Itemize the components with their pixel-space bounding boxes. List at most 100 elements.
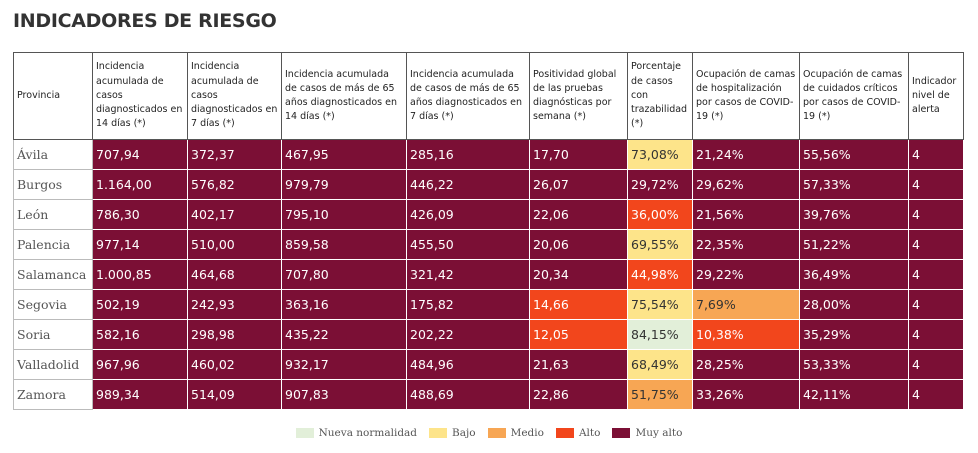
table-row: Burgos 1.164,00 576,82 979,79 446,22 26,07 29,… — [13, 169, 964, 200]
legend-swatch — [429, 428, 448, 438]
value-cell: 582,16 — [92, 319, 188, 350]
province-cell: Burgos — [13, 169, 93, 200]
value-cell: 467,95 — [281, 139, 407, 170]
value-cell: 460,02 — [187, 349, 282, 380]
value-cell: 75,54% — [627, 289, 693, 320]
province-cell: Zamora — [13, 379, 93, 410]
value-cell: 363,16 — [281, 289, 407, 320]
value-cell: 1.164,00 — [92, 169, 188, 200]
value-cell: 175,82 — [406, 289, 530, 320]
table-row: Palencia 977,14 510,00 859,58 455,50 20,06 69,… — [13, 229, 964, 260]
value-cell: 859,58 — [281, 229, 407, 260]
value-cell: 402,17 — [187, 199, 282, 230]
value-cell: 707,94 — [92, 139, 188, 170]
value-cell: 26,07 — [529, 169, 628, 200]
legend-item: Medio — [487, 427, 544, 439]
value-cell: 53,33% — [799, 349, 909, 380]
value-cell: 22,86 — [529, 379, 628, 410]
value-cell: 488,69 — [406, 379, 530, 410]
value-cell: 22,06 — [529, 199, 628, 230]
legend-swatch — [612, 428, 631, 438]
value-cell: 977,14 — [92, 229, 188, 260]
value-cell: 4 — [908, 259, 964, 290]
value-cell: 20,06 — [529, 229, 628, 260]
value-cell: 10,38% — [692, 319, 800, 350]
column-header: Ocupación de camas de hospitalización po… — [692, 52, 800, 140]
column-header: Positividad global de las pruebas diagnó… — [529, 52, 628, 140]
value-cell: 57,33% — [799, 169, 909, 200]
table-row: Salamanca 1.000,85 464,68 707,80 321,42 20,34… — [13, 259, 964, 290]
value-cell: 29,72% — [627, 169, 693, 200]
value-cell: 576,82 — [187, 169, 282, 200]
value-cell: 51,22% — [799, 229, 909, 260]
header-row: Provincia Incidencia acumulada de casos d… — [13, 52, 964, 140]
value-cell: 55,56% — [799, 139, 909, 170]
value-cell: 21,56% — [692, 199, 800, 230]
value-cell: 242,93 — [187, 289, 282, 320]
province-cell: Valladolid — [13, 349, 93, 380]
table-row: Ávila 707,94 372,37 467,95 285,16 17,70 73,08%… — [13, 139, 964, 170]
legend: Nueva normalidad Bajo Medio Alto Muy alto — [0, 427, 978, 439]
value-cell: 426,09 — [406, 199, 530, 230]
province-cell: Soria — [13, 319, 93, 350]
value-cell: 29,22% — [692, 259, 800, 290]
value-cell: 73,08% — [627, 139, 693, 170]
legend-label: Alto — [578, 427, 601, 439]
value-cell: 514,09 — [187, 379, 282, 410]
value-cell: 285,16 — [406, 139, 530, 170]
value-cell: 202,22 — [406, 319, 530, 350]
legend-swatch — [555, 428, 574, 438]
value-cell: 68,49% — [627, 349, 693, 380]
value-cell: 502,19 — [92, 289, 188, 320]
value-cell: 51,75% — [627, 379, 693, 410]
column-header: Incidencia acumulada de casos diagnostic… — [187, 52, 282, 140]
value-cell: 1.000,85 — [92, 259, 188, 290]
value-cell: 36,49% — [799, 259, 909, 290]
value-cell: 28,25% — [692, 349, 800, 380]
column-header: Indicador nivel de alerta — [908, 52, 964, 140]
value-cell: 707,80 — [281, 259, 407, 290]
value-cell: 932,17 — [281, 349, 407, 380]
province-cell: León — [13, 199, 93, 230]
column-header: Porcentaje de casos con trazabilidad (*) — [627, 52, 693, 140]
province-cell: Ávila — [13, 139, 93, 170]
value-cell: 435,22 — [281, 319, 407, 350]
legend-item: Alto — [555, 427, 601, 439]
column-header: Incidencia acumulada de casos diagnostic… — [92, 52, 188, 140]
value-cell: 35,29% — [799, 319, 909, 350]
value-cell: 510,00 — [187, 229, 282, 260]
risk-table: Provincia Incidencia acumulada de casos d… — [13, 52, 964, 410]
legend-item: Bajo — [429, 427, 476, 439]
value-cell: 4 — [908, 229, 964, 260]
legend-item: Muy alto — [612, 427, 682, 439]
province-cell: Segovia — [13, 289, 93, 320]
value-cell: 29,62% — [692, 169, 800, 200]
value-cell: 28,00% — [799, 289, 909, 320]
legend-label: Nueva normalidad — [318, 427, 418, 439]
value-cell: 21,24% — [692, 139, 800, 170]
title: INDICADORES DE RIESGO — [13, 10, 277, 32]
value-cell: 4 — [908, 349, 964, 380]
value-cell: 446,22 — [406, 169, 530, 200]
value-cell: 786,30 — [92, 199, 188, 230]
value-cell: 21,63 — [529, 349, 628, 380]
value-cell: 14,66 — [529, 289, 628, 320]
column-header: Ocupación de camas de cuidados críticos … — [799, 52, 909, 140]
value-cell: 39,76% — [799, 199, 909, 230]
column-header: Provincia — [13, 52, 93, 140]
table-row: Valladolid 967,96 460,02 932,17 484,96 21,63 6… — [13, 349, 964, 380]
legend-label: Muy alto — [635, 427, 683, 439]
value-cell: 4 — [908, 379, 964, 410]
value-cell: 42,11% — [799, 379, 909, 410]
value-cell: 4 — [908, 319, 964, 350]
value-cell: 4 — [908, 139, 964, 170]
legend-label: Medio — [510, 427, 544, 439]
value-cell: 979,79 — [281, 169, 407, 200]
value-cell: 84,15% — [627, 319, 693, 350]
province-cell: Salamanca — [13, 259, 93, 290]
table-body: Ávila 707,94 372,37 467,95 285,16 17,70 73,08%… — [13, 139, 964, 410]
value-cell: 12,05 — [529, 319, 628, 350]
value-cell: 20,34 — [529, 259, 628, 290]
table-row: León 786,30 402,17 795,10 426,09 22,06 36,00% 2… — [13, 199, 964, 230]
value-cell: 4 — [908, 199, 964, 230]
